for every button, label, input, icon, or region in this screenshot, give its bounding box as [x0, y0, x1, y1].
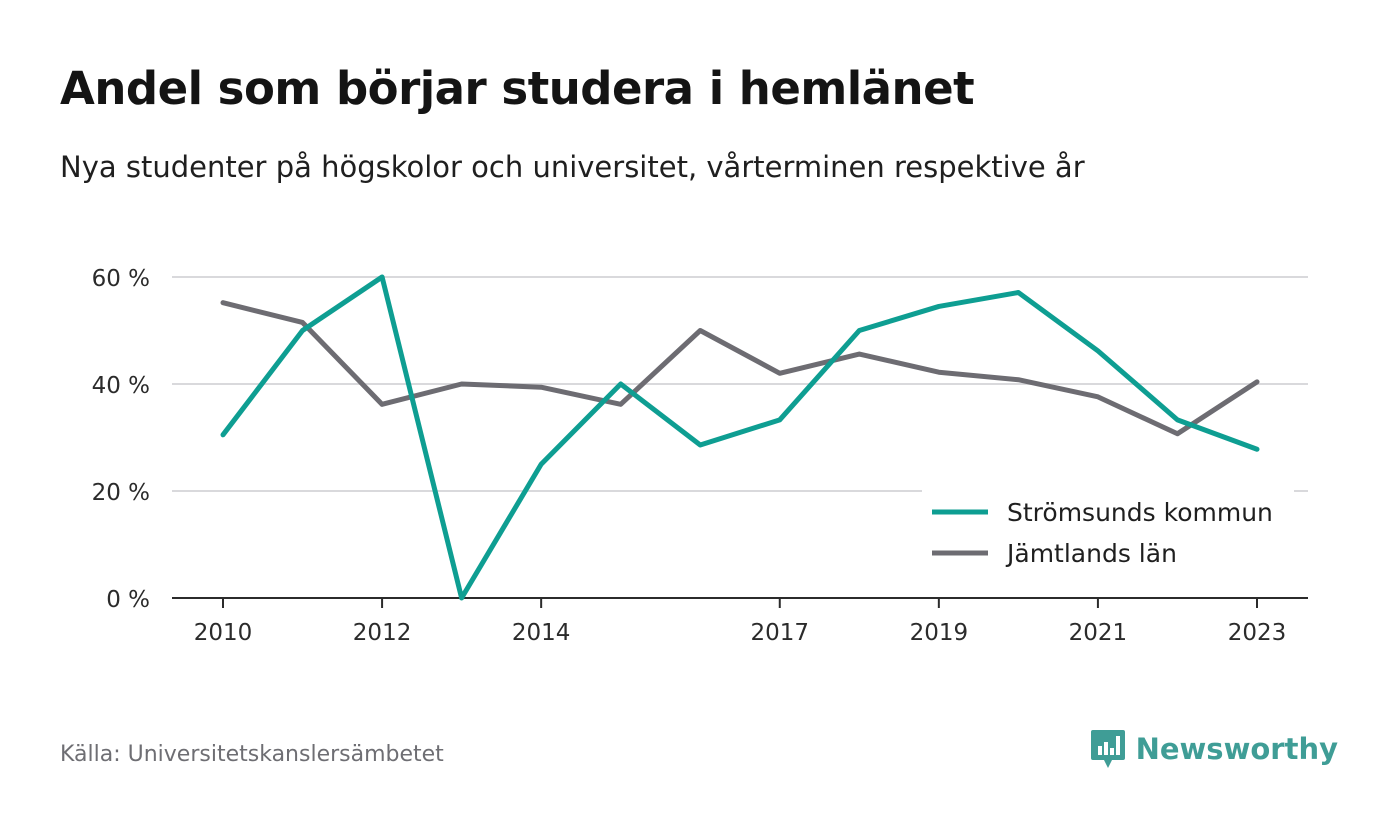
line-chart: 0 % 20 % 40 % 60 % 2010 2012 2014 2017 2019 2021…	[92, 266, 1308, 646]
series-line	[220, 300, 1260, 437]
newsworthy-logo-icon	[1090, 730, 1125, 768]
y-tick-label: 20 %	[92, 480, 150, 506]
x-tick-label: 2019	[910, 620, 969, 646]
brand-name: Newsworthy	[1135, 732, 1338, 766]
series-line	[220, 274, 1260, 601]
brand: Newsworthy	[1090, 728, 1338, 770]
series-lines	[220, 274, 1260, 601]
legend-label: Strömsunds kommun	[1007, 498, 1273, 527]
y-axis-ticks: 0 % 20 % 40 % 60 %	[92, 266, 150, 613]
x-tick-label: 2017	[750, 620, 809, 646]
chart-subtitle: Nya studenter på högskolor och universit…	[60, 150, 1085, 184]
x-tick-label: 2012	[353, 620, 412, 646]
chart-title: Andel som börjar studera i hemlänet	[60, 62, 975, 115]
source-note: Källa: Universitetskanslersämbetet	[60, 742, 444, 767]
legend: Strömsunds kommun Jämtlands län	[922, 486, 1294, 582]
legend-label: Jämtlands län	[1005, 539, 1177, 568]
x-tick-label: 2023	[1228, 620, 1287, 646]
legend-background	[922, 486, 1294, 582]
y-tick-label: 0 %	[106, 587, 150, 613]
x-tick-label: 2014	[512, 620, 571, 646]
x-tick-label: 2010	[194, 620, 253, 646]
y-tick-label: 60 %	[92, 266, 150, 292]
x-axis-ticks: 2010 2012 2014 2017 2019 2021 2023	[194, 598, 1287, 646]
x-tick-label: 2021	[1069, 620, 1128, 646]
y-tick-label: 40 %	[92, 373, 150, 399]
